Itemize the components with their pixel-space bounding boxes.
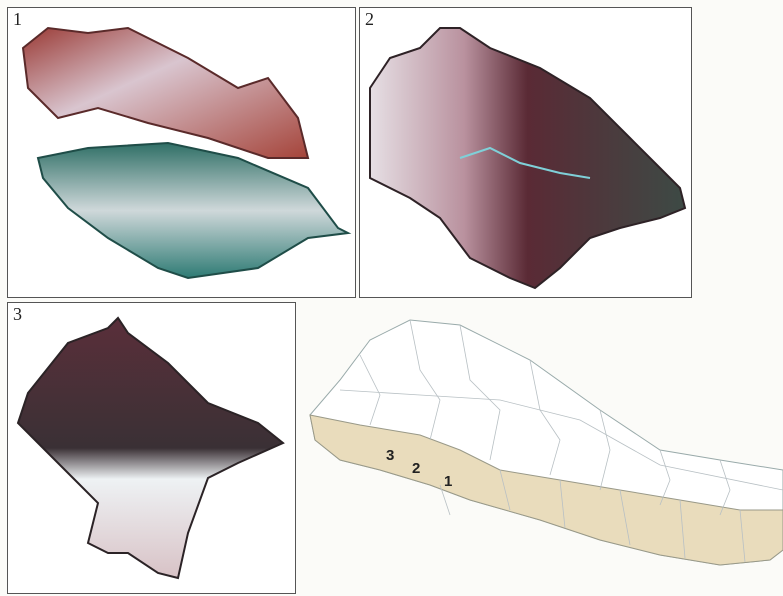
page: 1 2 3 3 2 1 [0,0,783,596]
panel-label: 1 [13,9,22,30]
map-label: 1 [444,473,452,490]
satellite-image [8,303,295,593]
panel-label: 2 [365,9,374,30]
image-panel: 2 [359,7,692,298]
image-panel: 1 [7,7,356,298]
map-label: 2 [412,460,420,477]
district-map: 3 2 1 [300,300,783,596]
map-label: 3 [386,447,394,464]
satellite-image [8,8,355,297]
panel-label: 3 [13,304,22,325]
satellite-image [360,8,691,297]
image-panel: 3 [7,302,296,594]
